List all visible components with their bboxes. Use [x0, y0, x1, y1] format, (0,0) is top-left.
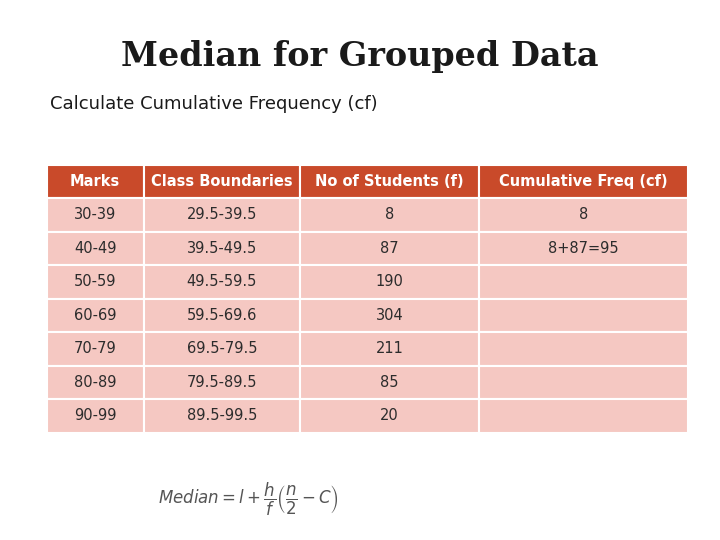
Text: 70-79: 70-79: [74, 341, 117, 356]
Text: Class Boundaries: Class Boundaries: [151, 174, 293, 189]
Text: 69.5-79.5: 69.5-79.5: [186, 341, 257, 356]
Text: Median for Grouped Data: Median for Grouped Data: [121, 40, 599, 73]
Text: 39.5-49.5: 39.5-49.5: [186, 241, 257, 256]
Text: 60-69: 60-69: [74, 308, 117, 323]
Text: 304: 304: [376, 308, 403, 323]
Text: No of Students (f): No of Students (f): [315, 174, 464, 189]
Text: 190: 190: [376, 274, 403, 289]
Text: 90-99: 90-99: [74, 408, 117, 423]
Text: 87: 87: [380, 241, 399, 256]
Text: 8: 8: [385, 207, 394, 222]
Text: 80-89: 80-89: [74, 375, 117, 390]
Text: 30-39: 30-39: [74, 207, 117, 222]
Text: Calculate Cumulative Frequency (cf): Calculate Cumulative Frequency (cf): [50, 94, 378, 113]
Text: 20: 20: [380, 408, 399, 423]
Text: 29.5-39.5: 29.5-39.5: [186, 207, 257, 222]
Text: 40-49: 40-49: [74, 241, 117, 256]
Text: Marks: Marks: [70, 174, 120, 189]
Text: 50-59: 50-59: [74, 274, 117, 289]
Text: 8+87=95: 8+87=95: [548, 241, 618, 256]
Text: Cumulative Freq (cf): Cumulative Freq (cf): [499, 174, 667, 189]
Text: 79.5-89.5: 79.5-89.5: [186, 375, 257, 390]
Text: 85: 85: [380, 375, 399, 390]
Text: 59.5-69.6: 59.5-69.6: [186, 308, 257, 323]
Text: $\mathit{Median} = l + \dfrac{h}{f}\left(\dfrac{n}{2} - C\right)$: $\mathit{Median} = l + \dfrac{h}{f}\left…: [158, 481, 339, 518]
Text: 8: 8: [579, 207, 588, 222]
Text: 49.5-59.5: 49.5-59.5: [186, 274, 257, 289]
Text: 211: 211: [376, 341, 403, 356]
Text: 89.5-99.5: 89.5-99.5: [186, 408, 257, 423]
